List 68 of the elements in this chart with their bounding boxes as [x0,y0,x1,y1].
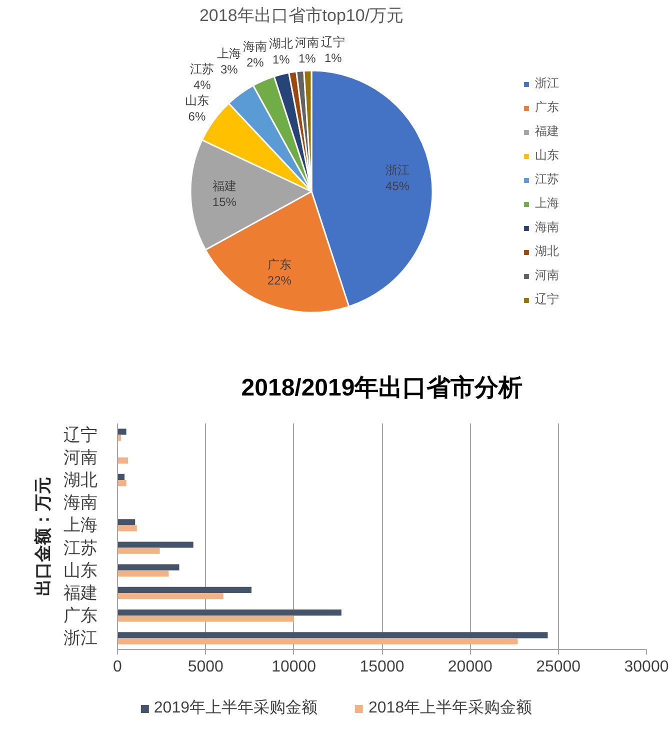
bar [118,457,128,464]
legend-label: 上海 [535,195,559,212]
x-tick-label: 5000 [188,658,224,676]
legend-label: 辽宁 [535,291,559,308]
legend-label: 2018年上半年采购金额 [368,698,532,718]
y-tick-label: 上海 [64,516,98,535]
bar [118,570,169,576]
legend-label: 广东 [535,99,559,116]
data-label: 3% [220,62,238,77]
x-tick-label: 20000 [448,658,493,676]
chart-title: 2018/2019年出口省市分析 [241,374,523,402]
x-tick-label: 10000 [272,658,316,676]
slice-label: 山东 [184,93,209,108]
data-label: 22% [267,274,292,288]
data-label: 1% [324,51,342,65]
bar [118,593,224,600]
bar [118,474,125,480]
legend-label: 海南 [535,219,559,236]
slice-label: 海南 [243,39,268,54]
data-label: 1% [272,52,290,67]
bar [118,519,136,526]
y-axis-title: 出口金额：万元 [34,477,52,596]
bar [118,616,294,622]
x-tick-label: 25000 [536,658,581,676]
x-tick-label: 0 [113,658,122,676]
data-label: 45% [386,178,410,193]
y-tick-label: 浙江 [64,628,98,648]
y-tick-label: 海南 [64,493,98,512]
data-label: 2% [246,55,264,70]
data-label: 6% [188,109,206,124]
data-label: 4% [194,78,212,92]
slice-label: 浙江 [386,162,410,177]
slice-label: 广东 [267,258,292,272]
y-tick-label: 辽宁 [64,425,98,444]
bar [118,480,126,486]
legend-label: 江苏 [535,171,559,188]
data-label: 1% [298,52,316,66]
bar [118,428,126,435]
slice-label: 江苏 [190,62,214,76]
bar [118,632,548,638]
slice-label: 湖北 [269,36,294,51]
legend-label: 山东 [535,147,559,164]
legend-label: 2019年上半年采购金额 [154,698,318,718]
legend-label: 福建 [535,123,559,140]
y-tick-label: 河南 [64,448,98,467]
x-tick-label: 30000 [624,658,669,676]
slice-label: 福建 [212,179,236,194]
bar [118,548,160,554]
y-tick-label: 湖北 [64,470,98,490]
legend-label: 湖北 [535,243,559,260]
y-tick-label: 福建 [64,584,98,602]
y-tick-label: 山东 [64,560,98,580]
bar [118,525,137,532]
slice-label: 上海 [217,46,242,61]
y-tick-label: 广东 [64,606,98,626]
legend-label: 浙江 [535,75,559,92]
y-tick-label: 江苏 [64,538,98,558]
x-tick-label: 15000 [360,658,404,676]
bar [118,542,194,548]
bar [118,610,342,616]
slice-label: 辽宁 [321,35,346,49]
data-label: 15% [212,195,237,210]
bar [118,586,252,593]
slice-label: 河南 [295,36,320,50]
bar [118,638,518,644]
legend-label: 河南 [535,267,559,284]
chart-title: 2018年出口省市top10/万元 [199,6,404,25]
bar [118,564,180,570]
